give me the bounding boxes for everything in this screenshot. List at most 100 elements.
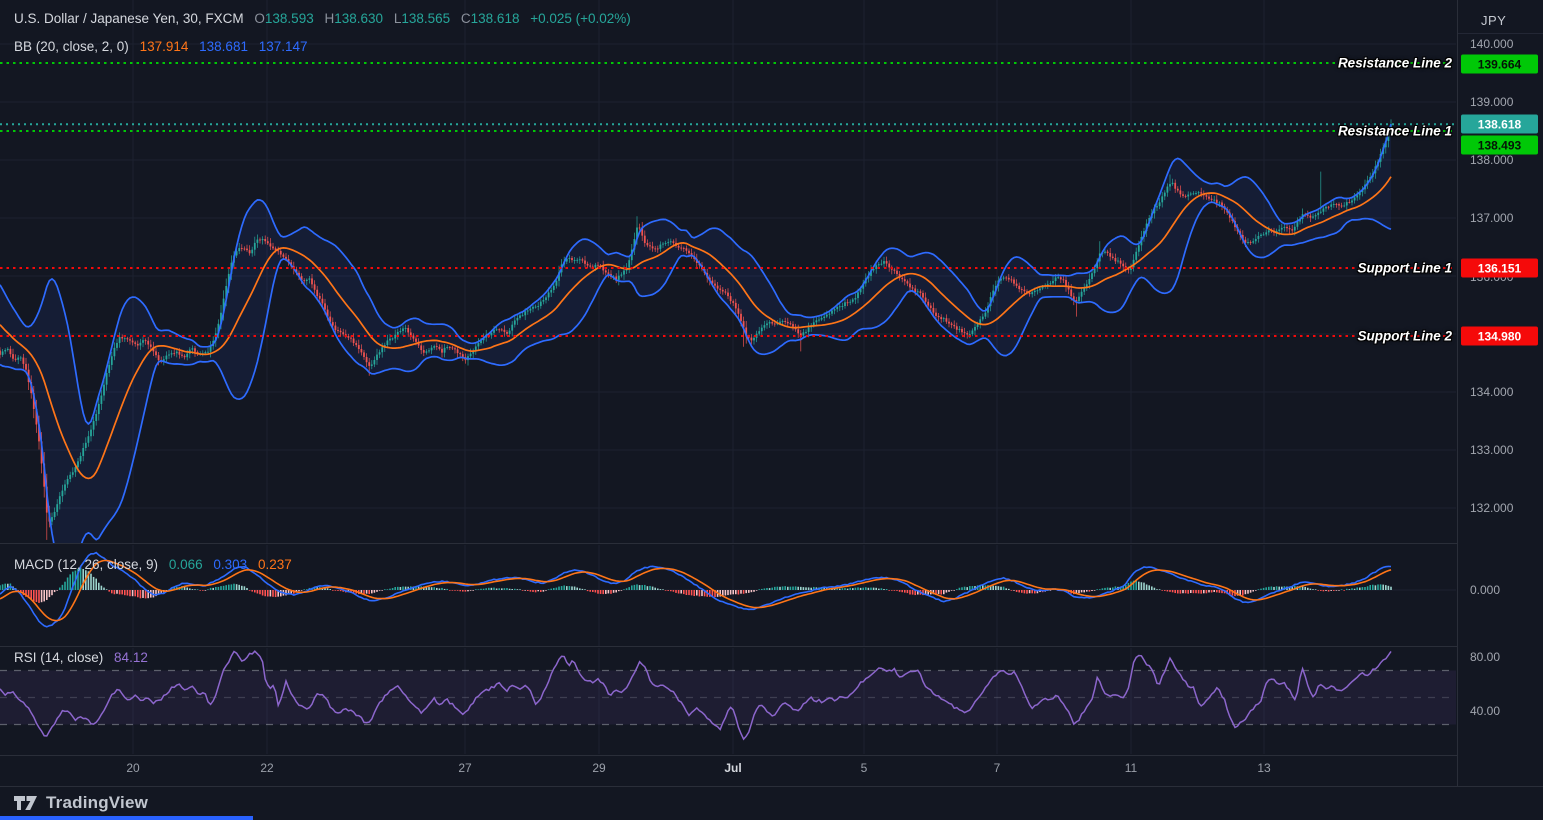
candle-body — [103, 385, 105, 396]
candle-body — [121, 337, 123, 338]
candle-body — [982, 317, 984, 320]
macd-title: MACD (12, 26, close, 9) — [14, 557, 158, 572]
candle-body — [23, 358, 25, 364]
candle-body — [1200, 192, 1202, 193]
candle-body — [680, 248, 682, 249]
candle-body — [569, 258, 571, 259]
candle-body — [181, 355, 183, 356]
candle-body — [452, 347, 454, 348]
main-price-pane — [0, 119, 1392, 571]
candle-body — [436, 346, 438, 347]
candle-body — [886, 261, 888, 263]
candle-body — [504, 330, 506, 332]
candle-body — [1167, 187, 1169, 193]
bb-title: BB (20, close, 2, 0) — [14, 39, 129, 54]
candle-body — [738, 308, 740, 313]
candle-body — [426, 351, 428, 352]
candle-body — [306, 280, 308, 281]
price-axis[interactable]: JPY 140.000139.000138.000137.000136.0001… — [1457, 0, 1543, 786]
candle-body — [205, 352, 207, 353]
candle-body — [514, 320, 516, 324]
candle-body — [784, 321, 786, 322]
candle-body — [95, 414, 97, 421]
candle-body — [953, 325, 955, 326]
candle-body — [722, 290, 724, 292]
candle-body — [849, 302, 851, 303]
candle-body — [116, 343, 118, 348]
candle-body — [787, 322, 789, 323]
candle-body — [257, 240, 259, 243]
candle-body — [132, 341, 134, 343]
candle-body — [1333, 204, 1335, 205]
candle-body — [241, 248, 243, 249]
level-line-support[interactable] — [0, 267, 1456, 269]
time-axis-label: 29 — [592, 761, 605, 775]
candle-body — [498, 329, 500, 330]
candle-body — [771, 322, 773, 323]
level-label: Resistance Line 2 — [1338, 56, 1452, 71]
candle-body — [553, 286, 555, 290]
candle-body — [938, 316, 940, 317]
candle-body — [80, 456, 82, 461]
level-line-resistance[interactable] — [0, 130, 1456, 132]
macd-legend[interactable]: MACD (12, 26, close, 9) 0.066 0.303 0.23… — [14, 557, 292, 572]
candle-body — [740, 314, 742, 321]
candle-body — [909, 284, 911, 288]
candle-body — [353, 339, 355, 344]
candle-body — [280, 251, 282, 255]
candle-body — [649, 245, 651, 246]
candle-body — [1263, 234, 1265, 235]
bb-legend[interactable]: BB (20, close, 2, 0) 137.914 138.681 137… — [14, 39, 308, 54]
level-line-support[interactable] — [0, 335, 1456, 337]
candle-body — [462, 354, 464, 357]
candle-body — [933, 308, 935, 313]
candle-body — [137, 344, 139, 346]
candle-body — [530, 309, 532, 311]
candle-body — [54, 512, 56, 517]
candle-body — [1011, 279, 1013, 280]
level-line-resistance[interactable] — [0, 62, 1456, 64]
candle-body — [972, 331, 974, 334]
candle-body — [129, 339, 131, 340]
candle-body — [1260, 235, 1262, 236]
candle-body — [311, 278, 313, 284]
pane-separator-main-macd[interactable] — [0, 543, 1457, 544]
candle-body — [402, 328, 404, 331]
candle-body — [1193, 193, 1195, 194]
candle-body — [1138, 245, 1140, 251]
candle-body — [894, 270, 896, 271]
price-badge-support: 134.980 — [1461, 327, 1538, 346]
candle-body — [1208, 197, 1210, 199]
candle-body — [1104, 252, 1106, 253]
symbol-header[interactable]: U.S. Dollar / Japanese Yen, 30, FXCM O13… — [14, 11, 631, 26]
candle-body — [420, 345, 422, 350]
candle-body — [319, 296, 321, 299]
candle-body — [1323, 208, 1325, 211]
candle-body — [1060, 277, 1062, 279]
candle-body — [85, 443, 87, 448]
candle-body — [1198, 192, 1200, 193]
candle-body — [1003, 278, 1005, 279]
bb-upper-value: 138.681 — [199, 39, 248, 54]
candle-body — [478, 343, 480, 346]
candle-body — [374, 360, 376, 364]
rsi-legend[interactable]: RSI (14, close) 84.12 — [14, 650, 148, 665]
candle-body — [1289, 228, 1291, 229]
candle-body — [1281, 228, 1283, 230]
pane-separator-macd-rsi[interactable] — [0, 646, 1457, 647]
candle-body — [254, 243, 256, 250]
price-badge-current: 138.618 — [1461, 115, 1538, 134]
candle-body — [1185, 196, 1187, 197]
candle-body — [1250, 242, 1252, 243]
time-axis-label: 22 — [260, 761, 273, 775]
tradingview-attribution[interactable]: TradingView — [13, 793, 148, 813]
candle-body — [1120, 261, 1122, 264]
price-axis-label: 134.000 — [1470, 385, 1513, 399]
candle-body — [501, 329, 503, 330]
candle-body — [654, 248, 656, 249]
candle-body — [1268, 230, 1270, 232]
macd-hist-value: 0.066 — [169, 557, 203, 572]
candle-body — [1089, 279, 1091, 284]
candle-body — [1029, 293, 1031, 295]
candle-body — [881, 264, 883, 265]
